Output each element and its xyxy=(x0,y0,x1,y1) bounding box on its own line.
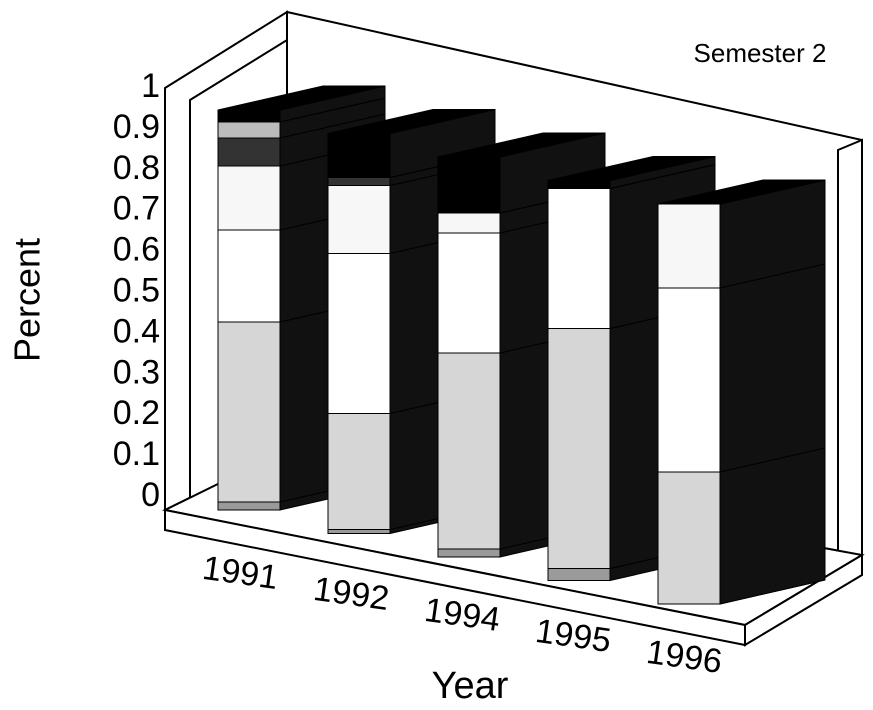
bar-front xyxy=(217,229,281,323)
bar-front xyxy=(327,529,391,534)
bar-front xyxy=(217,121,281,139)
y-tick-label: 0.3 xyxy=(113,353,160,391)
x-axis-label: Year xyxy=(432,665,509,707)
bar-front xyxy=(547,180,611,189)
right-wall xyxy=(837,138,863,567)
x-tick-label: 1995 xyxy=(533,612,613,660)
bar-front xyxy=(437,548,501,558)
bar-top xyxy=(327,109,496,134)
bar-side xyxy=(719,447,826,605)
bar-front xyxy=(437,212,501,234)
y-tick-label: 1 xyxy=(141,67,160,105)
bar-front xyxy=(657,471,721,605)
y-tick-label: 0.6 xyxy=(113,231,160,269)
bar-front xyxy=(327,185,391,254)
bar-front xyxy=(327,253,391,414)
y-tick-label: 0 xyxy=(141,476,160,514)
bar-top xyxy=(437,132,606,158)
bar-top xyxy=(547,156,716,181)
y-tick-label: 0.5 xyxy=(113,271,160,309)
bar-front xyxy=(217,321,281,503)
bar-segment xyxy=(657,263,826,473)
bar-front xyxy=(547,568,611,581)
y-axis-label: Percent xyxy=(7,238,48,362)
bar-top xyxy=(217,85,386,111)
x-tick-label: 1992 xyxy=(311,570,391,618)
bar-front xyxy=(437,352,501,550)
bar-front xyxy=(547,328,611,569)
bar-front xyxy=(657,203,721,289)
bar-front xyxy=(657,287,721,473)
bar-front xyxy=(327,177,391,186)
bar-segment xyxy=(657,179,826,289)
bar-front xyxy=(217,165,281,231)
y-tick-label: 0.8 xyxy=(113,149,160,187)
bar-front xyxy=(437,156,501,214)
bar-side xyxy=(719,263,826,473)
y-tick-label: 0.1 xyxy=(113,435,160,473)
y-tick-label: 0.4 xyxy=(113,312,160,350)
bar-front xyxy=(547,188,611,329)
bar-front xyxy=(217,137,281,167)
bar-front xyxy=(217,109,281,123)
bar-front xyxy=(327,133,391,178)
bar-front xyxy=(217,501,281,511)
chart-title: Semester 2 xyxy=(694,38,827,68)
y-tick-label: 0.9 xyxy=(113,108,160,146)
bar-segment xyxy=(657,447,826,605)
y-tick-label: 0.7 xyxy=(113,190,160,228)
x-tick-label: 1994 xyxy=(422,591,502,639)
x-tick-label: 1996 xyxy=(644,633,724,681)
y-tick-label: 0.2 xyxy=(113,394,160,432)
bar-top xyxy=(657,179,826,205)
x-tick-label: 1991 xyxy=(200,549,280,597)
bar-front xyxy=(327,413,391,530)
bar-front xyxy=(437,232,501,354)
